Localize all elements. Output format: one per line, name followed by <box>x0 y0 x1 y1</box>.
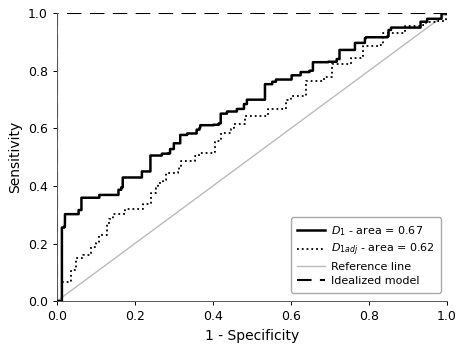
X-axis label: 1 - Specificity: 1 - Specificity <box>205 329 299 343</box>
Legend: $D_1$ - area = 0.67, $D_{1adj}$ - area = 0.62, Reference line, Idealized model: $D_1$ - area = 0.67, $D_{1adj}$ - area =… <box>291 218 441 293</box>
Y-axis label: Sensitivity: Sensitivity <box>8 121 22 193</box>
